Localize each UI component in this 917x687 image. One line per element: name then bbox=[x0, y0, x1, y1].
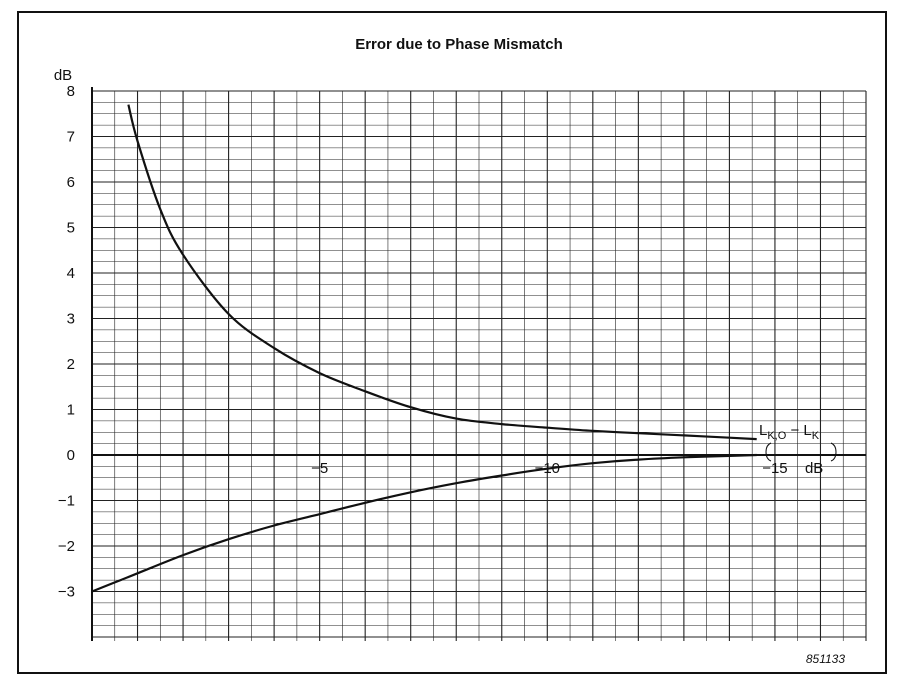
curve-annotation: LK,O − LK bbox=[759, 422, 837, 462]
y-tick-label: 7 bbox=[67, 129, 75, 146]
y-tick-label: −3 bbox=[58, 584, 75, 601]
y-axis-unit-label: dB bbox=[54, 67, 72, 84]
y-tick-labels: 8 7 6 5 4 3 2 1 0 −1 −2 −3 bbox=[58, 83, 75, 601]
major-gridlines bbox=[91, 90, 867, 641]
chart: Error due to Phase Mismatch dB 8 7 6 5 4 3 2 1 0… bbox=[54, 36, 867, 666]
x-tick-labels: −5 −10 −15 dB bbox=[311, 460, 823, 477]
minor-gridlines bbox=[92, 91, 866, 641]
x-tick-label: −5 bbox=[311, 460, 328, 477]
y-tick-label: 3 bbox=[67, 311, 75, 328]
y-tick-label: 4 bbox=[67, 265, 75, 282]
y-tick-label: 5 bbox=[67, 220, 75, 237]
annotation-bracket-right bbox=[830, 442, 837, 462]
series-line-upper bbox=[127, 104, 757, 441]
chart-title: Error due to Phase Mismatch bbox=[355, 36, 563, 53]
y-tick-label: 6 bbox=[67, 174, 75, 191]
figure-id: 851133 bbox=[806, 652, 845, 666]
y-tick-label: 8 bbox=[67, 83, 75, 100]
series-layer bbox=[91, 104, 757, 593]
chart-frame: Error due to Phase Mismatch dB 8 7 6 5 4 3 2 1 0… bbox=[17, 11, 887, 674]
y-tick-label: 1 bbox=[67, 402, 75, 419]
x-tick-label: −15 bbox=[762, 460, 787, 477]
y-tick-label: 0 bbox=[67, 447, 75, 464]
y-tick-label: −1 bbox=[58, 493, 75, 510]
y-tick-label: 2 bbox=[67, 356, 75, 373]
annotation-label: LK,O − LK bbox=[759, 422, 820, 442]
y-tick-label: −2 bbox=[58, 538, 75, 555]
annotation-bracket-left bbox=[765, 442, 772, 462]
series-line-lower bbox=[91, 453, 757, 593]
x-axis-unit-label: dB bbox=[805, 460, 823, 477]
